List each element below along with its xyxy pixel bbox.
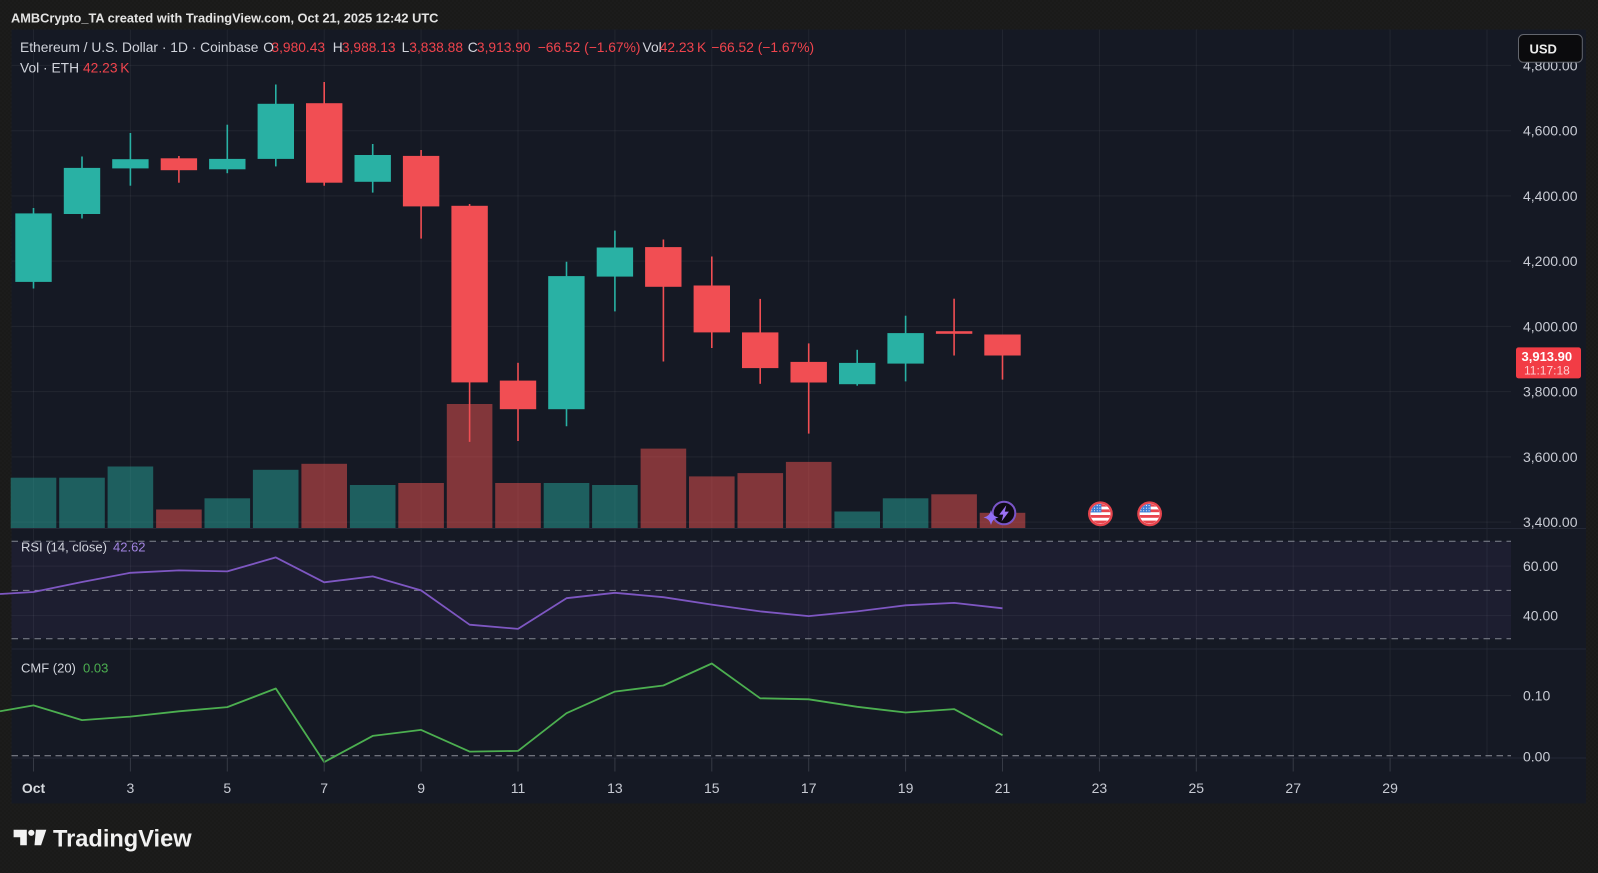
svg-text:11: 11: [511, 780, 526, 796]
svg-text:21: 21: [995, 780, 1011, 796]
svg-text:Vol · ETH: Vol · ETH: [20, 60, 79, 75]
svg-text:25: 25: [1189, 780, 1205, 796]
svg-text:O: O: [263, 40, 274, 55]
svg-text:19: 19: [898, 780, 914, 796]
svg-text:40.00: 40.00: [1523, 608, 1558, 624]
svg-text:42.23 K: 42.23 K: [83, 60, 130, 75]
svg-text:60.00: 60.00: [1523, 558, 1558, 574]
svg-text:4,000.00: 4,000.00: [1523, 318, 1578, 334]
svg-text:TradingView: TradingView: [53, 827, 192, 853]
svg-text:11:17:18: 11:17:18: [1524, 363, 1570, 377]
svg-text:15: 15: [704, 780, 720, 796]
svg-text:4,600.00: 4,600.00: [1523, 123, 1578, 139]
svg-text:17: 17: [801, 780, 817, 796]
svg-text:CMF (20): CMF (20): [21, 661, 76, 676]
svg-text:0.10: 0.10: [1523, 688, 1550, 704]
svg-text:4,400.00: 4,400.00: [1523, 188, 1578, 204]
svg-text:42.62: 42.62: [113, 540, 146, 555]
svg-text:C: C: [468, 40, 478, 55]
svg-text:7: 7: [320, 780, 328, 796]
svg-text:H: H: [333, 40, 343, 55]
svg-text:4,200.00: 4,200.00: [1523, 253, 1578, 269]
svg-text:0.03: 0.03: [83, 661, 108, 676]
svg-text:3,988.13: 3,988.13: [342, 40, 396, 55]
svg-text:13: 13: [607, 780, 623, 796]
svg-text:AMBCrypto_TA created with Trad: AMBCrypto_TA created with TradingView.co…: [11, 11, 438, 26]
svg-text:42.23 K: 42.23 K: [660, 40, 707, 55]
svg-text:3,913.90: 3,913.90: [1522, 349, 1573, 364]
svg-text:0.00: 0.00: [1523, 749, 1550, 765]
svg-text:3,800.00: 3,800.00: [1523, 384, 1578, 400]
svg-text:5: 5: [223, 780, 231, 796]
svg-text:RSI (14, close): RSI (14, close): [21, 540, 107, 555]
svg-text:3: 3: [127, 780, 135, 796]
svg-text:Vol: Vol: [643, 40, 662, 55]
svg-text:3,400.00: 3,400.00: [1523, 514, 1578, 530]
svg-text:3,913.90: 3,913.90: [477, 40, 531, 55]
svg-text:USD: USD: [1530, 42, 1557, 57]
svg-text:3,838.88: 3,838.88: [409, 40, 463, 55]
svg-text:−66.52 (−1.67%): −66.52 (−1.67%): [538, 40, 641, 55]
svg-text:23: 23: [1092, 780, 1108, 796]
svg-text:Ethereum / U.S. Dollar · 1D ·: Ethereum / U.S. Dollar · 1D · Coinbase: [20, 40, 259, 55]
svg-text:−66.52 (−1.67%): −66.52 (−1.67%): [711, 40, 814, 55]
svg-text:3,980.43: 3,980.43: [271, 40, 325, 55]
svg-text:3,600.00: 3,600.00: [1523, 449, 1578, 465]
svg-text:9: 9: [417, 780, 425, 796]
svg-text:27: 27: [1285, 780, 1301, 796]
svg-text:Oct: Oct: [22, 780, 46, 796]
svg-text:29: 29: [1382, 780, 1398, 796]
svg-text:L: L: [402, 40, 410, 55]
